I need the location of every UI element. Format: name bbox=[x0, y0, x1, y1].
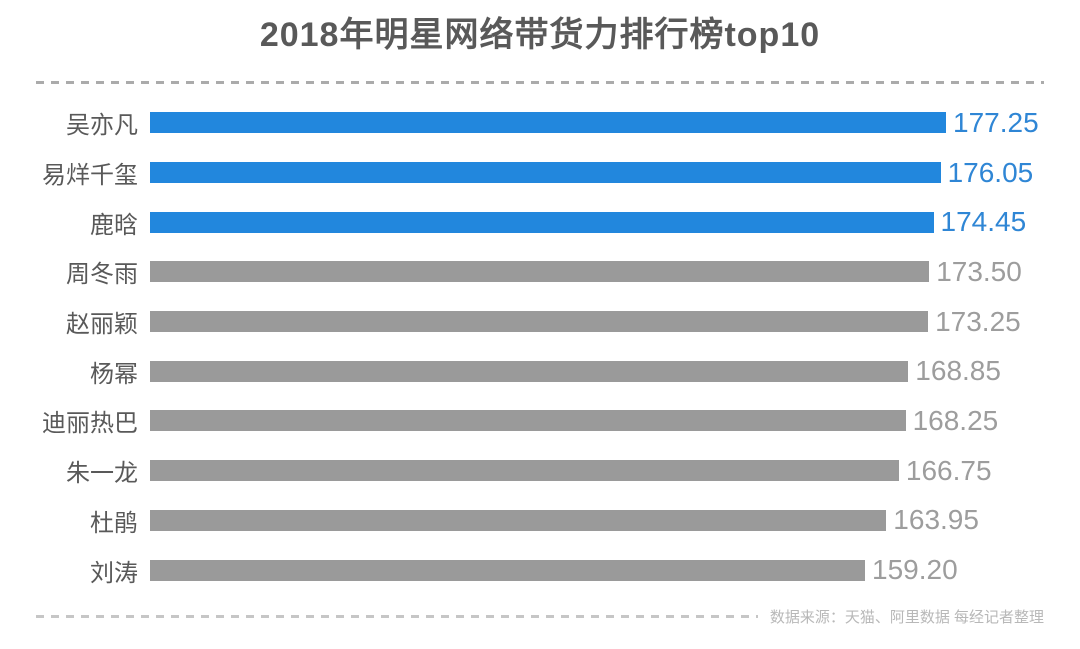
bar-row: 易烊千玺 176.05 bbox=[0, 148, 1080, 198]
chart-title: 2018年明星网络带货力排行榜top10 bbox=[259, 16, 821, 54]
bar-category-label: 杜鹃 bbox=[90, 509, 138, 537]
bar bbox=[150, 509, 887, 531]
bar-category-label: 刘涛 bbox=[90, 559, 138, 587]
bar-value-label: 168.85 bbox=[915, 355, 1001, 387]
bar-category-label: 赵丽颖 bbox=[66, 311, 138, 339]
bar-row: 刘涛 159.20 bbox=[0, 545, 1080, 595]
bar-track: 163.95 bbox=[150, 506, 1080, 534]
bar-row: 赵丽颖 173.25 bbox=[0, 297, 1080, 347]
bar-track: 166.75 bbox=[150, 454, 1080, 486]
bar-row: 朱一龙 166.75 bbox=[0, 446, 1080, 496]
source-note: 数据来源：天猫、阿里数据 每经记者整理 bbox=[769, 608, 1044, 626]
bar bbox=[150, 211, 934, 233]
bar-track: 174.45 bbox=[150, 208, 1080, 236]
bar-row: 杜鹃 163.95 bbox=[0, 496, 1080, 546]
bar bbox=[150, 360, 909, 382]
bar-row: 迪丽热巴 168.25 bbox=[0, 396, 1080, 446]
bar-value-label: 177.25 bbox=[953, 106, 1039, 138]
bar-row: 杨幂 168.85 bbox=[0, 346, 1080, 396]
bar-row: 鹿晗 174.45 bbox=[0, 197, 1080, 247]
bar bbox=[150, 410, 906, 432]
bar-value-label: 168.25 bbox=[912, 404, 999, 436]
bar-track: 176.05 bbox=[150, 156, 1080, 188]
bar-row: 周冬雨 173.50 bbox=[0, 247, 1080, 297]
bar-track: 173.50 bbox=[150, 255, 1080, 287]
bar-value-label: 173.25 bbox=[935, 305, 1021, 337]
bar-value-label: 174.45 bbox=[940, 206, 1027, 238]
bar-track: 173.25 bbox=[150, 305, 1080, 337]
bar-category-label: 吴亦凡 bbox=[66, 112, 138, 140]
bar bbox=[150, 559, 865, 581]
bar-value-label: 173.50 bbox=[936, 255, 1022, 287]
bar-category-label: 朱一龙 bbox=[66, 460, 138, 488]
bottom-divider-dashed-line bbox=[36, 614, 758, 618]
bar bbox=[150, 162, 941, 184]
bar-category-label: 周冬雨 bbox=[66, 261, 138, 289]
bar-value-label: 159.20 bbox=[872, 554, 958, 586]
bar-category-label: 杨幂 bbox=[90, 360, 138, 388]
bar-row: 吴亦凡 177.25 bbox=[0, 98, 1080, 148]
bar-category-label: 易烊千玺 bbox=[42, 162, 138, 190]
bar-track: 177.25 bbox=[150, 106, 1080, 138]
bar bbox=[150, 261, 930, 283]
bar-category-label: 鹿晗 bbox=[90, 211, 138, 239]
bar-value-label: 163.95 bbox=[893, 504, 979, 536]
bar-category-label: 迪丽热巴 bbox=[42, 410, 138, 438]
bar-rows: 吴亦凡 177.25 易烊千玺 176.05 鹿晗 174.45 周冬雨 173.50 赵丽颖 1… bbox=[0, 98, 1080, 595]
bar bbox=[150, 460, 899, 482]
top-divider-dashed-line bbox=[36, 81, 1044, 84]
bar bbox=[150, 112, 946, 134]
bar-track: 168.85 bbox=[150, 357, 1080, 385]
bar-track: 168.25 bbox=[150, 404, 1080, 436]
bar-track: 159.20 bbox=[150, 556, 1080, 584]
bar-value-label: 176.05 bbox=[947, 156, 1034, 188]
bar bbox=[150, 311, 929, 333]
bar-value-label: 166.75 bbox=[905, 454, 992, 486]
footer: 数据来源：天猫、阿里数据 每经记者整理 bbox=[36, 606, 1044, 627]
